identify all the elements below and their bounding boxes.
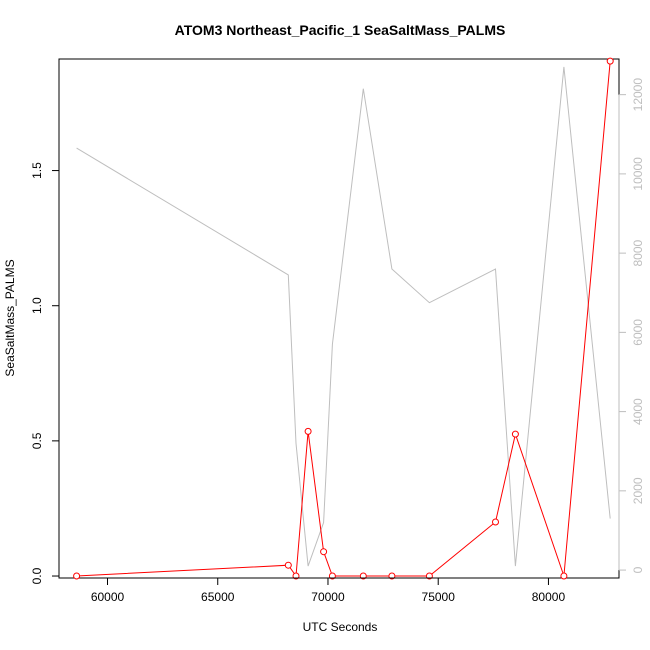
y-tick-label: 0.0	[30, 567, 44, 584]
y2-tick-label: 0	[631, 566, 645, 573]
data-point	[73, 572, 81, 580]
x-tick-label: 80000	[532, 590, 566, 604]
chart-title: ATOM3 Northeast_Pacific_1 SeaSaltMass_PA…	[175, 22, 506, 38]
x-axis: 60000 65000 70000 75000 80000	[91, 577, 566, 604]
data-point	[304, 427, 312, 435]
y-axis-right: 0 2000 4000 6000 8000 10000 12000	[618, 78, 645, 573]
y-axis-left: 0.0 0.5 1.0 1.5	[30, 162, 60, 584]
plot-area	[58, 58, 620, 579]
y-tick-label: 1.0	[30, 297, 44, 314]
y2-tick-label: 2000	[631, 477, 645, 504]
y2-tick-label: 12000	[631, 78, 645, 112]
x-axis-label: UTC Seconds	[303, 620, 378, 634]
series-line-left	[76, 61, 611, 578]
x-tick-label: 65000	[201, 590, 235, 604]
series-layer	[73, 57, 614, 580]
x-tick-label: 60000	[91, 590, 125, 604]
data-point	[606, 57, 614, 65]
y2-tick-label: 8000	[631, 239, 645, 266]
y-axis-label: SeaSaltMass_PALMS	[3, 259, 17, 376]
series-line-right	[76, 66, 611, 567]
data-point	[511, 430, 519, 438]
data-point	[492, 518, 499, 526]
data-point	[560, 572, 568, 580]
y2-tick-label: 6000	[631, 319, 645, 346]
x-tick-label: 70000	[311, 590, 345, 604]
y2-tick-label: 10000	[631, 157, 645, 191]
y2-tick-label: 4000	[631, 398, 645, 425]
y-tick-label: 1.5	[30, 162, 44, 179]
plot-frame	[58, 58, 620, 579]
x-tick-label: 75000	[422, 590, 456, 604]
y-tick-label: 0.5	[30, 432, 44, 449]
data-point	[284, 561, 292, 569]
data-point	[320, 548, 328, 556]
